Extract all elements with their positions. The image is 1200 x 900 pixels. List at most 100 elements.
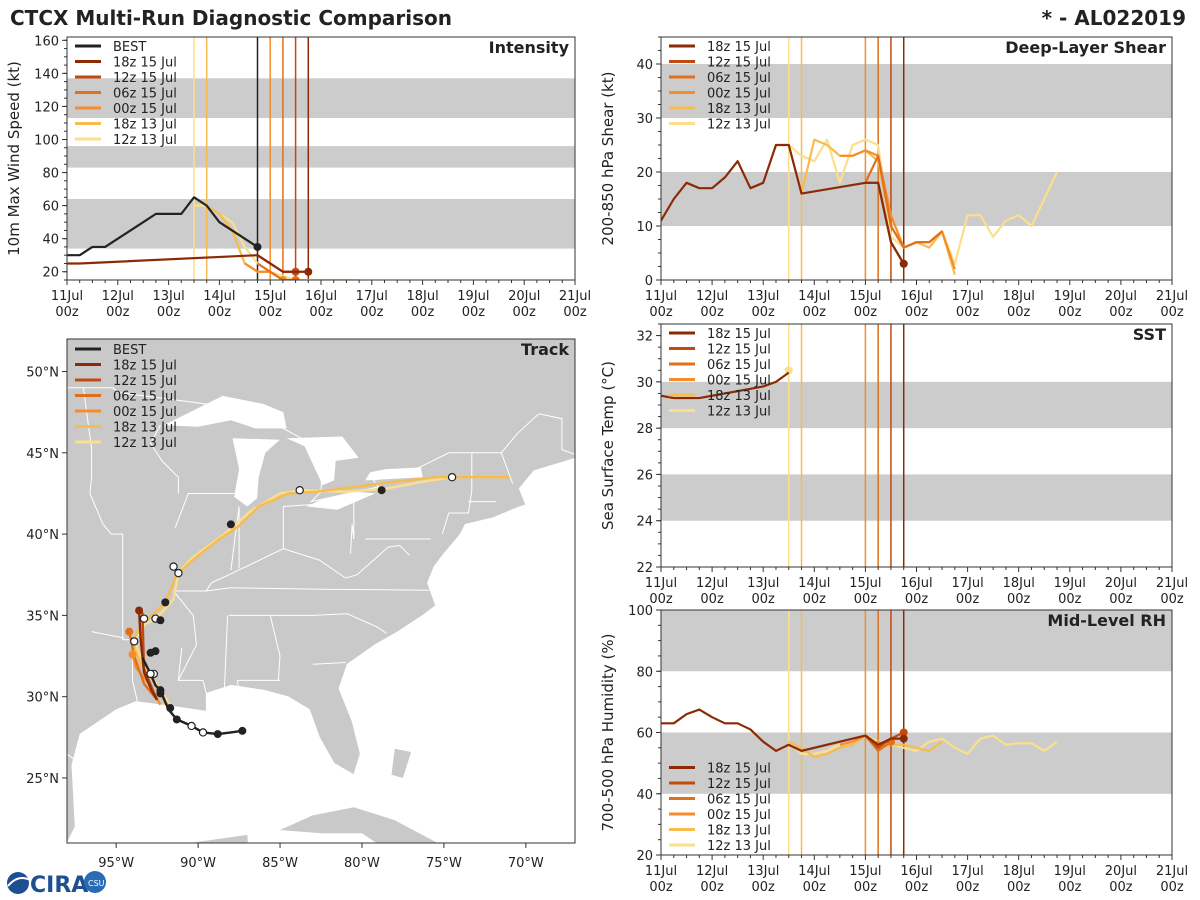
rh-legend-label-0: 18z 15 Jul bbox=[707, 762, 771, 777]
track-lat-label-1: 30°N bbox=[26, 691, 59, 706]
rh-legend-label-3: 00z 15 Jul bbox=[707, 808, 771, 823]
intensity-ytick-label-5: 120 bbox=[34, 100, 59, 115]
track-marker-open bbox=[187, 721, 196, 731]
sst-ytick-label-3: 28 bbox=[636, 422, 653, 437]
shear-series-18z-15-Jul bbox=[661, 143, 905, 265]
track-lon-label-0: 95°W bbox=[98, 856, 134, 871]
intensity-ytick-label-2: 60 bbox=[42, 200, 59, 215]
rh-xtick-label-8: 19Jul bbox=[1054, 864, 1086, 879]
track-border-7 bbox=[223, 615, 229, 692]
rh-xtick-label-hour-1: 00z bbox=[700, 880, 724, 895]
intensity-xtick-label-hour-4: 00z bbox=[259, 305, 283, 320]
track-lat-label-5: 50°N bbox=[26, 366, 59, 381]
rh-xtick-label-4: 15Jul bbox=[849, 864, 881, 879]
rh-xtick-label-hour-9: 00z bbox=[1109, 880, 1133, 895]
sst-xtick-label-hour-5: 00z bbox=[905, 592, 929, 607]
shear-xtick-label-9: 20Jul bbox=[1105, 289, 1137, 304]
track-land-cuba bbox=[280, 807, 438, 843]
track-line-18z-13-Jul bbox=[131, 476, 510, 709]
shear-xtick-label-4: 15Jul bbox=[849, 289, 881, 304]
track-line-18z-15-Jul bbox=[137, 610, 159, 701]
intensity-xtick-label-hour-9: 00z bbox=[513, 305, 537, 320]
track-panel: 95°W 90°W 85°W 80°W 75°W 70°W 25°N 30°N 35°N 40°N… bbox=[26, 338, 576, 871]
track-border-8 bbox=[269, 615, 281, 681]
sst-ytick-label-0: 22 bbox=[636, 561, 653, 576]
rh-legend-label-1: 12z 15 Jul bbox=[707, 777, 771, 792]
logo-seal-icon bbox=[84, 871, 106, 893]
sst-legend-label-0: 18z 15 Jul bbox=[707, 327, 771, 342]
sst-ytick-label-4: 30 bbox=[636, 376, 653, 391]
shear-xtick-label-1: 12Jul bbox=[696, 289, 728, 304]
track-marker-filled bbox=[166, 704, 175, 713]
figure-title: CTCX Multi-Run Diagnostic Comparison bbox=[10, 6, 452, 30]
sst-ylabel: Sea Surface Temp (°C) bbox=[599, 361, 617, 530]
shear-series-18z-13-Jul bbox=[787, 138, 956, 275]
track-marker-filled bbox=[377, 486, 386, 495]
intensity-xtick-label-7: 18Jul bbox=[406, 289, 438, 304]
sst-xtick-label-hour-2: 00z bbox=[752, 592, 776, 607]
intensity-xtick-label-3: 14Jul bbox=[203, 289, 235, 304]
sst-ytick-label-1: 24 bbox=[636, 515, 653, 530]
rh-xtick-label-hour-5: 00z bbox=[905, 880, 929, 895]
shear-xtick-label-3: 14Jul bbox=[798, 289, 830, 304]
rh-xtick-label-6: 17Jul bbox=[951, 864, 983, 879]
rh-series-12z-13-Jul bbox=[787, 734, 1058, 756]
sst-xtick-label-2: 13Jul bbox=[747, 576, 779, 591]
intensity-series-end-marker-best bbox=[253, 242, 262, 251]
track-marker-open bbox=[174, 568, 183, 578]
intensity-ytick-label-6: 140 bbox=[34, 67, 59, 82]
shear-xtick-label-hour-8: 00z bbox=[1058, 305, 1082, 320]
intensity-ytick-label-4: 100 bbox=[34, 133, 59, 148]
intensity-xtick-label-hour-2: 00z bbox=[157, 305, 181, 320]
rh-xtick-label-hour-7: 00z bbox=[1007, 880, 1031, 895]
sst-xtick-label-1: 12Jul bbox=[696, 576, 728, 591]
shear-legend-label-3: 00z 15 Jul bbox=[707, 87, 771, 102]
intensity-xtick-label-hour-7: 00z bbox=[411, 305, 435, 320]
shear-xtick-label-hour-3: 00z bbox=[803, 305, 827, 320]
rh-xtick-label-9: 20Jul bbox=[1105, 864, 1137, 879]
shear-band-0 bbox=[661, 172, 1172, 226]
shear-legend-label-4: 18z 13 Jul bbox=[707, 102, 771, 117]
intensity-xtick-label-2: 13Jul bbox=[152, 289, 184, 304]
rh-ytick-label-1: 40 bbox=[636, 788, 653, 803]
track-land-bahamas bbox=[391, 748, 412, 778]
intensity-title: Intensity bbox=[489, 38, 570, 57]
shear-xtick-label-hour-5: 00z bbox=[905, 305, 929, 320]
sst-legend-label-2: 06z 15 Jul bbox=[707, 358, 771, 373]
intensity-band-1 bbox=[67, 146, 575, 168]
shear-xtick-label-hour-7: 00z bbox=[1007, 305, 1031, 320]
sst-series-18z-15-Jul bbox=[661, 371, 790, 400]
rh-xtick-label-1: 12Jul bbox=[696, 864, 728, 879]
intensity-xtick-label-10: 21Jul bbox=[559, 289, 591, 304]
intensity-series-06z-15-Jul bbox=[256, 262, 296, 280]
sst-series-end-marker-12z-13-Jul bbox=[784, 366, 793, 375]
sst-xtick-label-hour-1: 00z bbox=[700, 592, 724, 607]
shear-xtick-label-hour-9: 00z bbox=[1109, 305, 1133, 320]
track-border-3 bbox=[102, 523, 124, 591]
sst-legend-label-3: 00z 15 Jul bbox=[707, 374, 771, 389]
track-border-10 bbox=[312, 662, 346, 665]
rh-band-0 bbox=[661, 732, 1172, 794]
track-border-22 bbox=[82, 387, 104, 525]
intensity-series-end-marker-18z-15-Jul bbox=[304, 267, 313, 276]
sst-title: SST bbox=[1133, 325, 1166, 344]
track-lat-label-3: 40°N bbox=[26, 528, 59, 543]
intensity-legend-label-6: 12z 13 Jul bbox=[113, 133, 177, 148]
intensity-plot-body bbox=[67, 37, 360, 280]
track-legend-label-1: 18z 15 Jul bbox=[113, 359, 177, 374]
track-marker-filled bbox=[156, 686, 165, 695]
track-border-4 bbox=[173, 587, 430, 592]
track-lat-label-4: 45°N bbox=[26, 447, 59, 462]
intensity-xtick-label-hour-10: 00z bbox=[563, 305, 587, 320]
intensity-xtick-label-hour-0: 00z bbox=[55, 305, 79, 320]
shear-xtick-label-0: 11Jul bbox=[645, 289, 677, 304]
track-legend-label-2: 12z 15 Jul bbox=[113, 374, 177, 389]
track-marker-filled bbox=[161, 598, 170, 607]
shear-xtick-label-5: 16Jul bbox=[900, 289, 932, 304]
track-land bbox=[67, 339, 575, 843]
track-border-20 bbox=[173, 590, 198, 681]
track-lon-label-5: 70°W bbox=[508, 856, 544, 871]
shear-xtick-label-8: 19Jul bbox=[1054, 289, 1086, 304]
sst-plot-body bbox=[661, 324, 905, 567]
